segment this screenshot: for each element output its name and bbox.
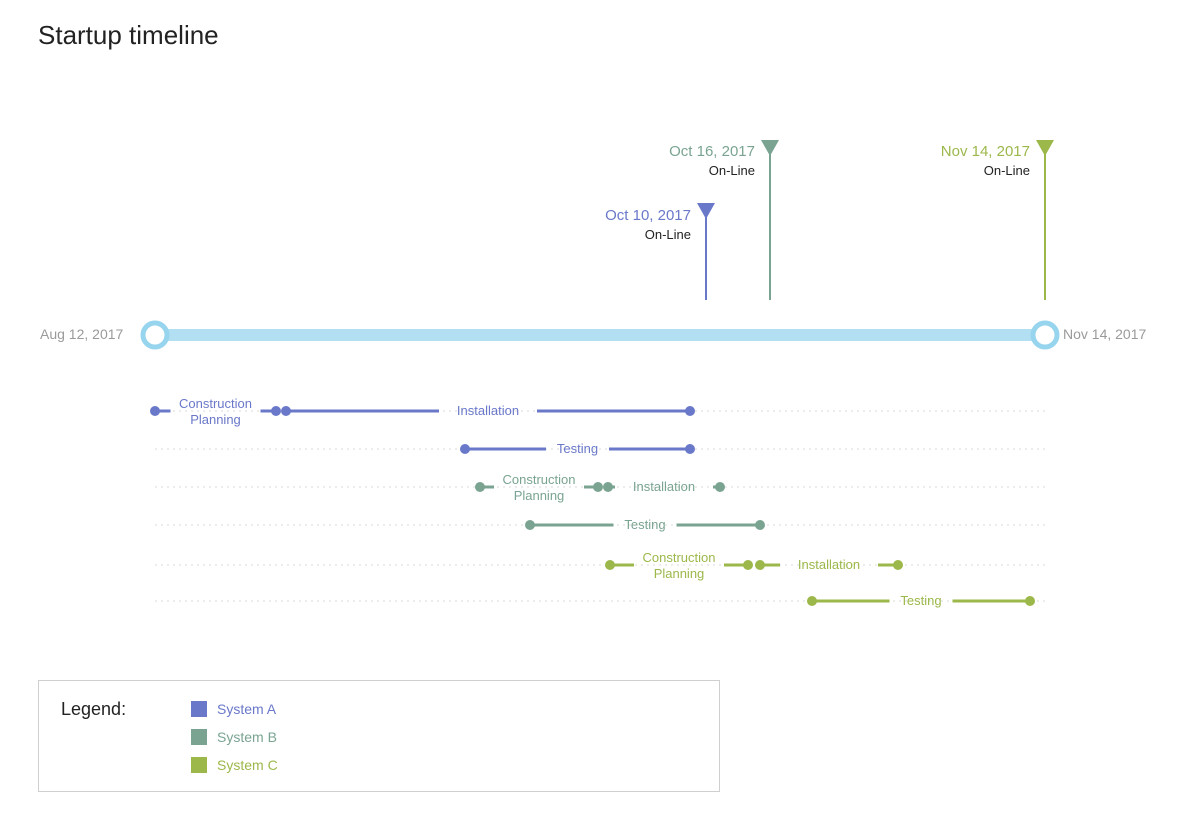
task-endpoint bbox=[525, 520, 535, 530]
milestone-marker-icon bbox=[1036, 140, 1054, 156]
task-endpoint bbox=[685, 444, 695, 454]
milestone-sub-label: On-Line bbox=[885, 163, 1030, 178]
task-endpoint bbox=[271, 406, 281, 416]
task-endpoint bbox=[281, 406, 291, 416]
milestone-date-label: Oct 16, 2017 bbox=[610, 143, 755, 160]
legend-item-label: System A bbox=[217, 701, 276, 717]
legend-box: Legend: System A System B System C bbox=[38, 680, 720, 792]
timeline-end-node bbox=[1033, 323, 1057, 347]
timeline-start-label: Aug 12, 2017 bbox=[40, 326, 123, 342]
legend-swatch bbox=[191, 729, 207, 745]
task-label: Construction Planning bbox=[634, 550, 724, 581]
task-label: Testing bbox=[890, 593, 953, 609]
milestone-date-label: Nov 14, 2017 bbox=[885, 143, 1030, 160]
task-endpoint bbox=[603, 482, 613, 492]
task-label: Construction Planning bbox=[171, 396, 261, 427]
task-endpoint bbox=[743, 560, 753, 570]
timeline-end-label: Nov 14, 2017 bbox=[1063, 326, 1146, 342]
milestone-marker-icon bbox=[697, 203, 715, 219]
task-endpoint bbox=[755, 560, 765, 570]
milestone-sub-label: On-Line bbox=[546, 227, 691, 242]
task-endpoint bbox=[893, 560, 903, 570]
milestone-date-label: Oct 10, 2017 bbox=[546, 207, 691, 224]
legend-item-label: System C bbox=[217, 757, 278, 773]
task-endpoint bbox=[755, 520, 765, 530]
milestone-sub-label: On-Line bbox=[610, 163, 755, 178]
task-endpoint bbox=[807, 596, 817, 606]
milestone-marker-icon bbox=[761, 140, 779, 156]
task-endpoint bbox=[715, 482, 725, 492]
legend-item-label: System B bbox=[217, 729, 277, 745]
legend-swatch bbox=[191, 701, 207, 717]
legend-title: Legend: bbox=[61, 699, 126, 720]
task-endpoint bbox=[460, 444, 470, 454]
task-endpoint bbox=[150, 406, 160, 416]
legend-swatch bbox=[191, 757, 207, 773]
task-label: Installation bbox=[615, 479, 713, 495]
task-label: Testing bbox=[546, 441, 609, 457]
task-endpoint bbox=[605, 560, 615, 570]
task-label: Testing bbox=[614, 517, 677, 533]
timeline-start-node bbox=[143, 323, 167, 347]
task-label: Installation bbox=[439, 403, 537, 419]
task-endpoint bbox=[1025, 596, 1035, 606]
task-endpoint bbox=[593, 482, 603, 492]
task-label: Construction Planning bbox=[494, 472, 584, 503]
task-endpoint bbox=[475, 482, 485, 492]
task-label: Installation bbox=[780, 557, 878, 573]
task-endpoint bbox=[685, 406, 695, 416]
